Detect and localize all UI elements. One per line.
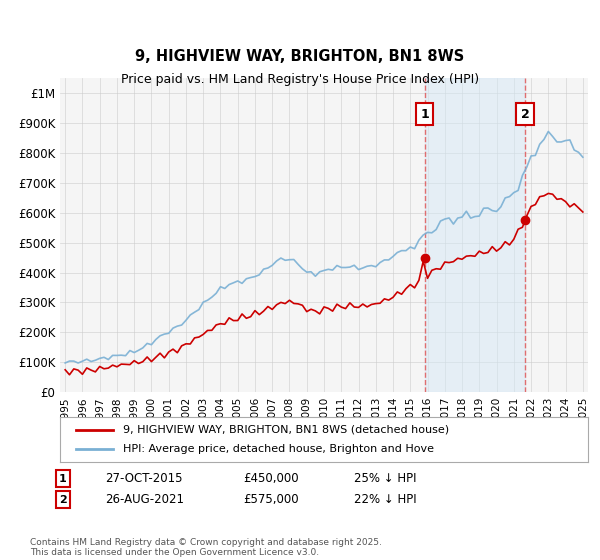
Text: 2: 2 xyxy=(59,494,67,505)
Text: Contains HM Land Registry data © Crown copyright and database right 2025.
This d: Contains HM Land Registry data © Crown c… xyxy=(30,538,382,557)
Text: 9, HIGHVIEW WAY, BRIGHTON, BN1 8WS (detached house): 9, HIGHVIEW WAY, BRIGHTON, BN1 8WS (deta… xyxy=(124,424,449,435)
Text: 26-AUG-2021: 26-AUG-2021 xyxy=(105,493,184,506)
Text: 2: 2 xyxy=(521,108,529,121)
Text: 22% ↓ HPI: 22% ↓ HPI xyxy=(354,493,416,506)
Text: 1: 1 xyxy=(420,108,429,121)
Text: 27-OCT-2015: 27-OCT-2015 xyxy=(105,472,182,486)
Text: £450,000: £450,000 xyxy=(243,472,299,486)
Bar xyxy=(425,78,525,392)
Text: £575,000: £575,000 xyxy=(243,493,299,506)
Text: 9, HIGHVIEW WAY, BRIGHTON, BN1 8WS: 9, HIGHVIEW WAY, BRIGHTON, BN1 8WS xyxy=(136,49,464,64)
Text: Price paid vs. HM Land Registry's House Price Index (HPI): Price paid vs. HM Land Registry's House … xyxy=(121,73,479,86)
Text: 1: 1 xyxy=(59,474,67,484)
Text: HPI: Average price, detached house, Brighton and Hove: HPI: Average price, detached house, Brig… xyxy=(124,445,434,455)
Text: 25% ↓ HPI: 25% ↓ HPI xyxy=(354,472,416,486)
